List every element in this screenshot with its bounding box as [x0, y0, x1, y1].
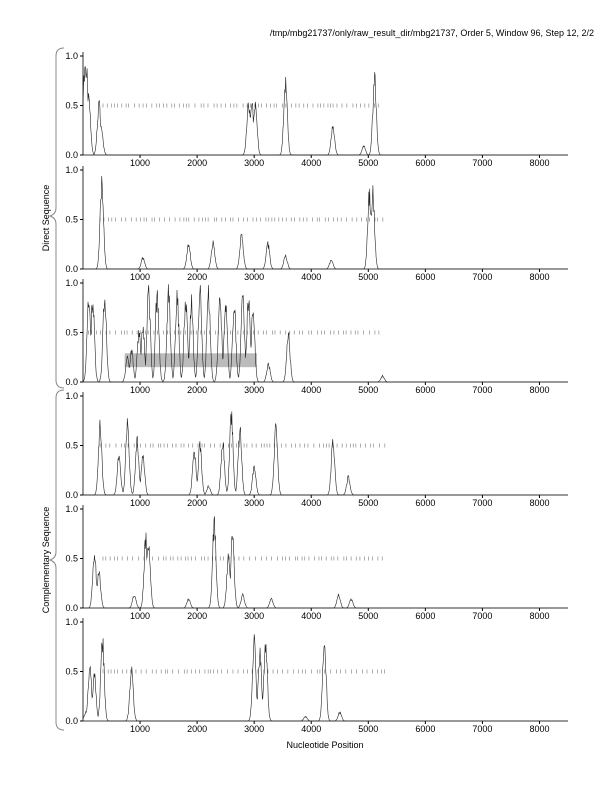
y-tick-label: 1.0	[65, 278, 78, 288]
x-tick-label: 3000	[244, 272, 264, 282]
x-tick-label: 1000	[130, 611, 150, 621]
x-axis-label: Nucleotide Position	[286, 740, 363, 750]
y-tick-label: 1.0	[65, 617, 78, 627]
series-direct-frame-2	[83, 176, 568, 270]
x-tick-label: 5000	[358, 611, 378, 621]
predicted-gene-region	[124, 353, 258, 368]
y-tick-label: 0.0	[65, 716, 78, 726]
x-tick-label: 4000	[301, 158, 321, 168]
y-tick-label: 0.0	[65, 264, 78, 274]
x-tick-label: 4000	[301, 611, 321, 621]
x-tick-label: 6000	[415, 385, 435, 395]
x-tick-label: 8000	[529, 158, 549, 168]
x-tick-label: 3000	[244, 724, 264, 734]
x-tick-label: 4000	[301, 724, 321, 734]
x-tick-label: 5000	[358, 498, 378, 508]
x-tick-label: 5000	[358, 158, 378, 168]
y-tick-label: 1.0	[65, 51, 78, 61]
y-tick-label: 0.5	[65, 667, 78, 677]
direct-brace	[48, 47, 65, 389]
x-tick-label: 6000	[415, 158, 435, 168]
x-tick-label: 1000	[130, 385, 150, 395]
x-tick-label: 4000	[301, 272, 321, 282]
x-tick-label: 2000	[187, 498, 207, 508]
series-complementary-frame-1	[83, 411, 568, 496]
y-tick-label: 0.5	[65, 101, 78, 111]
x-tick-label: 3000	[244, 611, 264, 621]
x-tick-label: 8000	[529, 611, 549, 621]
x-tick-label: 2000	[187, 385, 207, 395]
y-tick-label: 0.0	[65, 603, 78, 613]
x-tick-label: 3000	[244, 158, 264, 168]
x-tick-label: 4000	[301, 385, 321, 395]
y-tick-label: 1.0	[65, 391, 78, 401]
complementary-brace	[48, 389, 65, 731]
group-label-direct: Direct Sequence	[41, 185, 51, 252]
x-tick-label: 8000	[529, 498, 549, 508]
x-tick-label: 7000	[472, 724, 492, 734]
x-tick-label: 7000	[472, 158, 492, 168]
x-tick-label: 1000	[130, 498, 150, 508]
y-tick-label: 0.0	[65, 377, 78, 387]
x-tick-label: 1000	[130, 724, 150, 734]
y-tick-label: 0.5	[65, 215, 78, 225]
x-tick-label: 8000	[529, 272, 549, 282]
series-complementary-frame-2	[83, 516, 568, 609]
x-tick-label: 6000	[415, 724, 435, 734]
y-tick-label: 0.5	[65, 441, 78, 451]
x-tick-label: 5000	[358, 724, 378, 734]
y-tick-label: 0.5	[65, 554, 78, 564]
group-label-complementary: Complementary Sequence	[41, 507, 51, 614]
y-tick-label: 1.0	[65, 504, 78, 514]
x-tick-label: 7000	[472, 611, 492, 621]
y-tick-label: 0.5	[65, 328, 78, 338]
x-tick-label: 2000	[187, 611, 207, 621]
x-tick-label: 2000	[187, 158, 207, 168]
x-tick-label: 7000	[472, 272, 492, 282]
x-tick-label: 1000	[130, 158, 150, 168]
x-tick-label: 5000	[358, 385, 378, 395]
x-tick-label: 8000	[529, 724, 549, 734]
x-tick-label: 1000	[130, 272, 150, 282]
x-tick-label: 3000	[244, 385, 264, 395]
y-tick-label: 1.0	[65, 165, 78, 175]
x-tick-label: 5000	[358, 272, 378, 282]
x-tick-label: 4000	[301, 498, 321, 508]
y-tick-label: 0.0	[65, 150, 78, 160]
x-tick-label: 6000	[415, 611, 435, 621]
x-tick-label: 7000	[472, 498, 492, 508]
x-tick-label: 6000	[415, 272, 435, 282]
x-tick-label: 3000	[244, 498, 264, 508]
x-tick-label: 8000	[529, 385, 549, 395]
y-tick-label: 0.0	[65, 490, 78, 500]
x-tick-label: 2000	[187, 724, 207, 734]
series-complementary-frame-3	[82, 634, 568, 722]
x-tick-label: 6000	[415, 498, 435, 508]
x-tick-label: 7000	[472, 385, 492, 395]
series-direct-frame-1	[82, 66, 568, 156]
series-direct-frame-3	[82, 284, 568, 383]
x-tick-label: 2000	[187, 272, 207, 282]
chart-title: /tmp/mbg21737/only/raw_result_dir/mbg217…	[270, 28, 594, 38]
